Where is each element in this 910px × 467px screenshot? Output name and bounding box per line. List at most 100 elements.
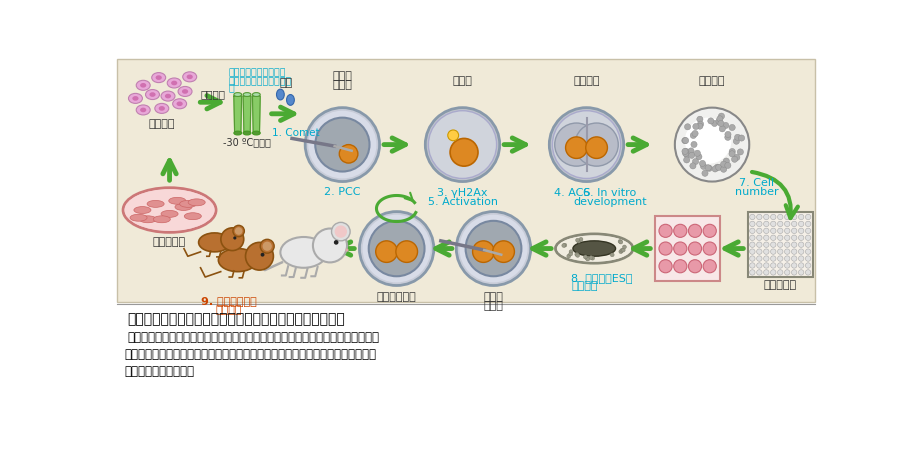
Circle shape [550, 107, 623, 182]
Circle shape [805, 270, 811, 275]
Circle shape [777, 256, 783, 261]
Text: スの作出に成功した。: スの作出に成功した。 [125, 365, 195, 378]
Circle shape [552, 111, 621, 178]
Circle shape [359, 212, 434, 285]
Text: 工程で体細胞に生じたダメージを測定し、改善することで、ついにクローンマウ: 工程で体細胞に生じたダメージを測定し、改善することで、ついにクローンマウ [125, 348, 377, 361]
Ellipse shape [149, 92, 156, 97]
Circle shape [750, 235, 755, 241]
Ellipse shape [156, 75, 162, 80]
Ellipse shape [252, 92, 260, 97]
Ellipse shape [136, 80, 150, 90]
Ellipse shape [132, 96, 138, 101]
Circle shape [712, 120, 718, 127]
Circle shape [771, 221, 776, 226]
Circle shape [777, 228, 783, 234]
Ellipse shape [167, 78, 181, 88]
Circle shape [622, 245, 626, 249]
Text: 5. Activation: 5. Activation [428, 197, 498, 206]
Circle shape [784, 214, 790, 219]
Ellipse shape [234, 131, 242, 135]
Circle shape [448, 130, 459, 141]
Circle shape [750, 263, 755, 268]
Ellipse shape [165, 94, 171, 99]
Circle shape [798, 228, 804, 234]
Circle shape [805, 235, 811, 241]
Polygon shape [243, 96, 251, 133]
Circle shape [659, 224, 672, 237]
Circle shape [798, 263, 804, 268]
Circle shape [466, 221, 521, 276]
Circle shape [566, 137, 587, 158]
Circle shape [714, 164, 721, 170]
Circle shape [694, 150, 701, 156]
Text: 核移植: 核移植 [483, 301, 503, 311]
Circle shape [334, 240, 339, 245]
Text: 卵丘細胞: 卵丘細胞 [148, 119, 175, 129]
Circle shape [705, 165, 712, 171]
Ellipse shape [555, 234, 633, 263]
Circle shape [763, 235, 769, 241]
Circle shape [805, 221, 811, 226]
Circle shape [682, 137, 688, 144]
Circle shape [692, 130, 698, 136]
Circle shape [673, 242, 687, 255]
Circle shape [777, 214, 783, 219]
Ellipse shape [130, 214, 147, 221]
Circle shape [425, 107, 500, 182]
Circle shape [756, 214, 762, 219]
Circle shape [576, 238, 580, 242]
Circle shape [784, 242, 790, 248]
Circle shape [703, 242, 716, 255]
Circle shape [805, 263, 811, 268]
Circle shape [708, 118, 714, 124]
Circle shape [756, 263, 762, 268]
Circle shape [750, 214, 755, 219]
Circle shape [798, 249, 804, 255]
Ellipse shape [198, 233, 230, 252]
Circle shape [682, 149, 689, 155]
Circle shape [792, 270, 797, 275]
Circle shape [716, 118, 723, 125]
Text: number: number [735, 186, 779, 197]
Circle shape [450, 138, 478, 166]
Circle shape [792, 249, 797, 255]
Circle shape [697, 121, 703, 127]
Circle shape [561, 244, 566, 248]
Ellipse shape [173, 99, 187, 109]
Circle shape [771, 214, 776, 219]
Circle shape [777, 235, 783, 241]
Ellipse shape [184, 213, 201, 219]
Ellipse shape [161, 211, 178, 217]
Circle shape [682, 150, 689, 156]
Circle shape [693, 158, 699, 164]
Ellipse shape [252, 131, 260, 135]
Circle shape [685, 118, 732, 164]
Circle shape [805, 256, 811, 261]
Circle shape [792, 228, 797, 234]
Circle shape [771, 242, 776, 248]
Circle shape [750, 242, 755, 248]
Circle shape [706, 165, 713, 171]
Text: 2. PCC: 2. PCC [324, 187, 360, 198]
Circle shape [682, 149, 688, 155]
Circle shape [721, 166, 727, 172]
Circle shape [798, 270, 804, 275]
Ellipse shape [234, 92, 242, 97]
Circle shape [305, 107, 379, 182]
Circle shape [724, 163, 731, 169]
Circle shape [712, 166, 718, 172]
Ellipse shape [177, 101, 183, 106]
Text: 1. Comet: 1. Comet [272, 128, 319, 138]
Circle shape [725, 131, 731, 137]
Circle shape [798, 235, 804, 241]
Circle shape [723, 158, 730, 164]
Text: 加水: 加水 [280, 78, 293, 88]
Text: １回目: １回目 [332, 71, 352, 81]
Text: 培養を継続: 培養を継続 [763, 280, 797, 290]
Circle shape [492, 241, 514, 262]
Circle shape [756, 235, 762, 241]
Circle shape [756, 249, 762, 255]
Circle shape [805, 214, 811, 219]
Text: 前核期: 前核期 [452, 76, 472, 85]
Ellipse shape [182, 89, 188, 94]
